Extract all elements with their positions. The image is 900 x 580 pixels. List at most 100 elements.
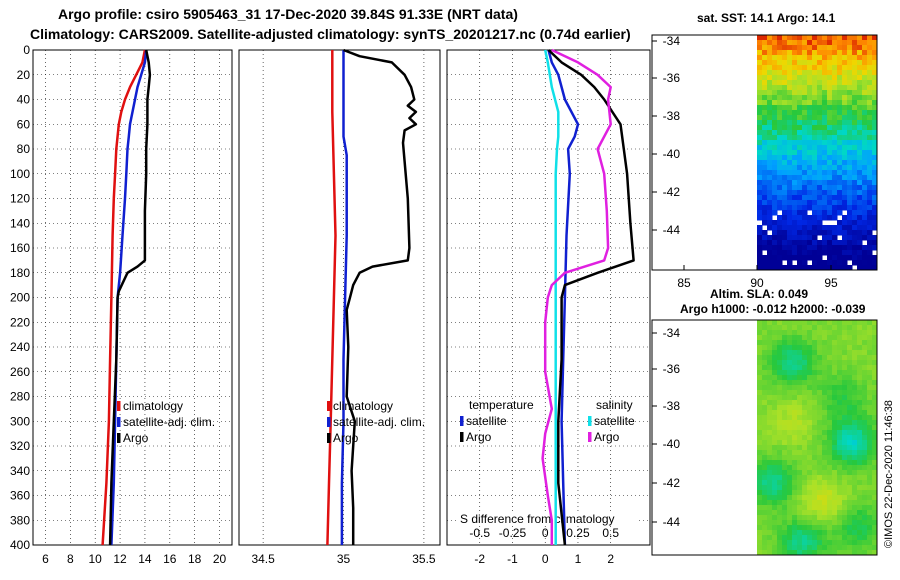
sla-cell: [792, 545, 798, 551]
sst-cell: [867, 60, 873, 66]
sla-cell: [787, 515, 793, 521]
sla-cell: [777, 460, 783, 466]
sst-cell: [847, 60, 853, 66]
sla-cell: [777, 435, 783, 441]
sst-cell: [847, 265, 853, 271]
sst-cell: [757, 125, 763, 131]
sst-cell: [802, 145, 808, 151]
sst-cell: [867, 255, 873, 261]
sst-cell: [762, 255, 768, 261]
sla-cell: [762, 455, 768, 461]
sst-cell: [792, 125, 798, 131]
sla-cell: [757, 540, 763, 546]
sst-cell: [762, 215, 768, 221]
sst-cell: [822, 240, 828, 246]
sst-cell: [832, 180, 838, 186]
legend-temperature-title: temperature: [469, 398, 534, 412]
sst-cell: [757, 65, 763, 71]
sla-cell: [812, 445, 818, 451]
sla-cell: [872, 490, 878, 496]
sst-cell: [837, 55, 843, 61]
sst-cell: [772, 250, 778, 256]
sst-cell: [797, 95, 803, 101]
sla-cell: [832, 530, 838, 536]
sla-cell: [767, 490, 773, 496]
sst-cell: [872, 85, 878, 91]
sla-cell: [827, 510, 833, 516]
sst-cell: [832, 60, 838, 66]
sla-cell: [842, 405, 848, 411]
sst-cell: [767, 90, 773, 96]
sla-cell: [797, 325, 803, 331]
sla-cell: [872, 410, 878, 416]
sla-cell: [787, 350, 793, 356]
sst-cell: [797, 150, 803, 156]
sst-cell: [762, 210, 768, 216]
sst-cell: [777, 85, 783, 91]
sla-cell: [822, 330, 828, 336]
sla-cell: [797, 380, 803, 386]
sla-cell: [802, 345, 808, 351]
sst-cell: [787, 115, 793, 121]
sla-cell: [757, 395, 763, 401]
sla-cell: [822, 435, 828, 441]
sst-cell: [862, 150, 868, 156]
sla-cell: [812, 385, 818, 391]
sla-cell: [792, 385, 798, 391]
sst-cell: [837, 90, 843, 96]
sst-cell: [867, 210, 873, 216]
sst-cell: [767, 160, 773, 166]
sla-cell: [797, 445, 803, 451]
sst-cell: [757, 225, 763, 231]
sst-cell: [807, 220, 813, 226]
sla-cell: [822, 340, 828, 346]
sst-cell: [817, 35, 823, 41]
sst-cell: [767, 205, 773, 211]
sla-cell: [862, 540, 868, 546]
sla-cell: [777, 465, 783, 471]
sst-cell: [782, 115, 788, 121]
sst-cell: [812, 220, 818, 226]
sla-cell: [797, 400, 803, 406]
sla-cell: [867, 515, 873, 521]
sst-cell: [872, 210, 878, 216]
sla-cell: [817, 495, 823, 501]
sst-cell: [782, 195, 788, 201]
sst-cell: [837, 65, 843, 71]
sst-cell: [867, 190, 873, 196]
sla-cell: [852, 535, 858, 541]
sla-cell: [797, 405, 803, 411]
sla-cell: [862, 430, 868, 436]
sst-cell: [867, 155, 873, 161]
sst-cell: [862, 250, 868, 256]
sla-cell: [837, 360, 843, 366]
sla-cell: [852, 485, 858, 491]
sst-cell: [792, 40, 798, 46]
sst-cell: [867, 235, 873, 241]
sla-cell: [807, 390, 813, 396]
sla-cell: [792, 515, 798, 521]
sla-cell: [802, 360, 808, 366]
sla-cell: [782, 345, 788, 351]
sst-cell: [777, 105, 783, 111]
sla-cell: [862, 330, 868, 336]
sst-cell: [837, 210, 843, 216]
sla-cell: [792, 425, 798, 431]
sla-cell: [867, 325, 873, 331]
sst-cell: [787, 60, 793, 66]
sla-cell: [782, 485, 788, 491]
sla-cell: [862, 530, 868, 536]
sla-cell: [817, 445, 823, 451]
sla-cell: [857, 460, 863, 466]
sla-cell: [832, 490, 838, 496]
sst-cell: [857, 175, 863, 181]
sst-cell: [852, 220, 858, 226]
sla-cell: [762, 385, 768, 391]
sla-cell: [767, 430, 773, 436]
sst-cell: [767, 220, 773, 226]
y-tick-label: 120: [10, 192, 30, 206]
sst-cell: [812, 90, 818, 96]
sla-cell: [867, 350, 873, 356]
credit-text: ©IMOS 22-Dec-2020 11:46:38: [883, 400, 895, 548]
sla-cell: [847, 435, 853, 441]
